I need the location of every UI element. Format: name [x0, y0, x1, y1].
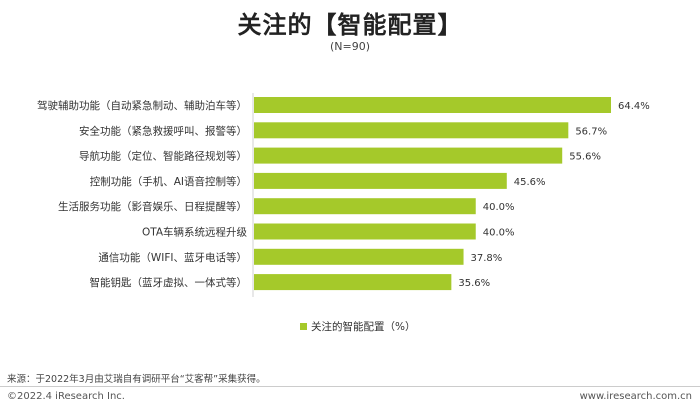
value-label-0: 64.4%	[618, 101, 650, 112]
bar-2	[254, 147, 563, 164]
bar-5	[254, 223, 476, 240]
bar-0	[254, 97, 611, 113]
category-label-5: OTA车辆系统远程升级	[142, 226, 248, 239]
value-label-6: 37.8%	[471, 253, 503, 264]
category-label-6: 通信功能（WIFI、蓝牙电话等）	[98, 251, 247, 264]
footer-divider	[0, 386, 700, 387]
value-label-2: 55.6%	[569, 152, 601, 163]
category-label-7: 智能钥匙（蓝牙虚拟、一体式等）	[90, 276, 248, 289]
value-label-3: 45.6%	[514, 177, 546, 188]
legend: 关注的智能配置（%）	[300, 319, 415, 334]
bar-4	[254, 198, 476, 215]
source-note: 来源：于2022年3月由艾瑞自有调研平台“艾客帮”采集获得。	[7, 374, 266, 385]
value-label-4: 40.0%	[483, 202, 515, 213]
value-label-5: 40.0%	[483, 228, 515, 239]
legend-label: 关注的智能配置（%）	[311, 321, 416, 333]
category-label-2: 导航功能（定位、智能路径规划等）	[79, 150, 247, 163]
category-label-3: 控制功能（手机、AI语音控制等）	[90, 175, 247, 188]
copyright: ©2022.4 iResearch Inc.	[7, 391, 125, 402]
chart-subtitle: (N=90)	[329, 40, 371, 53]
legend-swatch	[300, 323, 307, 330]
bar-6	[254, 248, 464, 265]
bar-3	[254, 172, 507, 189]
category-label-4: 生活服务功能（影音娱乐、日程提醒等）	[58, 200, 247, 213]
value-label-7: 35.6%	[458, 278, 490, 289]
chart-title: 关注的【智能配置】	[237, 11, 463, 39]
website-link[interactable]: www.iresearch.com.cn	[579, 391, 692, 402]
category-label-1: 安全功能（紧急救援呼叫、报警等）	[79, 124, 247, 137]
category-label-0: 驾驶辅助功能（自动紧急制动、辅助泊车等）	[37, 99, 247, 112]
bars-group: 驾驶辅助功能（自动紧急制动、辅助泊车等） 64.4% 安全功能（紧急救援呼叫、报警等…	[37, 97, 650, 291]
value-label-1: 56.7%	[575, 126, 607, 137]
bar-1	[254, 122, 569, 139]
bar-7	[254, 274, 452, 291]
